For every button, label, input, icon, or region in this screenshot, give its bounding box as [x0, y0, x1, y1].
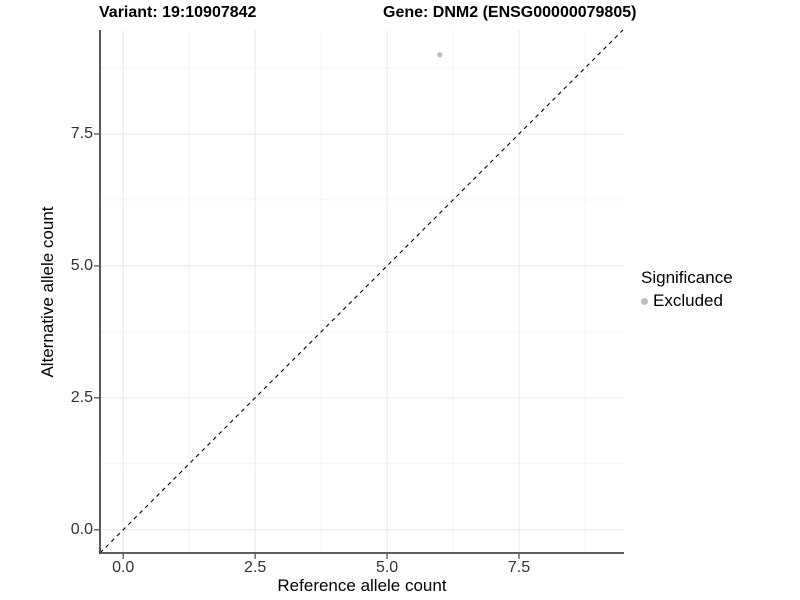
plot-title-gene: Gene: DNM2 (ENSG00000079805) [383, 4, 637, 21]
legend: Significance Excluded [641, 268, 733, 311]
y-tick-label: 7.5 [70, 124, 93, 142]
x-tick-label: 7.5 [507, 559, 531, 576]
identity-dashed-line [99, 29, 624, 554]
y-tick-label: 2.5 [70, 388, 93, 406]
y-tick-label: 0.0 [70, 520, 93, 538]
legend-item-excluded: Excluded [641, 291, 733, 311]
y-tick-label: 5.0 [70, 256, 93, 274]
plot-title-variant: Variant: 19:10907842 [99, 4, 257, 21]
x-tick-label: 2.5 [244, 559, 267, 576]
legend-point-icon [641, 297, 648, 305]
x-axis-title: Reference allele count [277, 576, 447, 595]
x-tick-label: 5.0 [375, 559, 399, 576]
legend-item-label: Excluded [653, 291, 723, 310]
y-axis-title: Alternative allele count [38, 206, 57, 378]
x-tick-label: 0.0 [112, 559, 135, 576]
legend-title: Significance [641, 268, 733, 287]
data-point [437, 52, 443, 58]
